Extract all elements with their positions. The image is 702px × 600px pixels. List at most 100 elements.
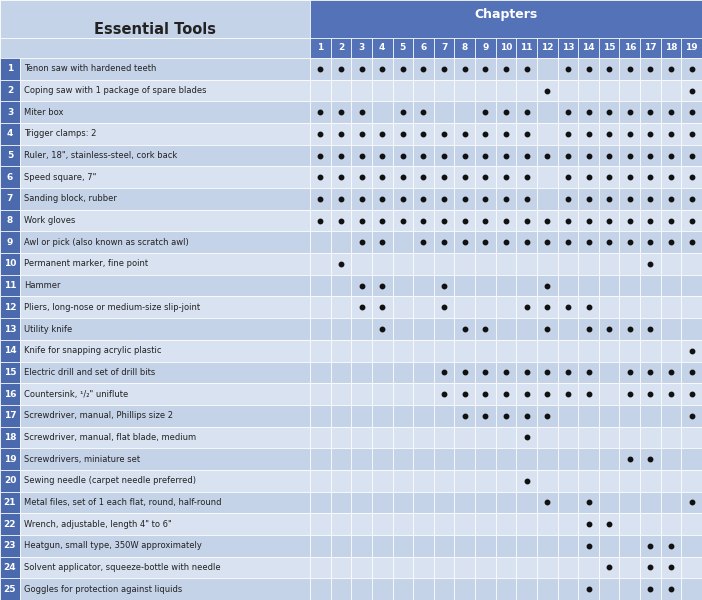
Bar	[537, 362, 557, 383]
Bar	[496, 578, 516, 600]
Text: Tenon saw with hardened teeth: Tenon saw with hardened teeth	[24, 64, 157, 73]
Bar	[413, 535, 434, 557]
Text: Screwdriver, manual, flat blade, medium: Screwdriver, manual, flat blade, medium	[24, 433, 196, 442]
Bar	[537, 535, 557, 557]
Bar	[0, 340, 20, 362]
Bar	[0, 513, 20, 535]
Bar	[392, 80, 413, 101]
Bar	[640, 275, 661, 296]
Text: 20: 20	[4, 476, 16, 485]
Bar	[578, 253, 599, 275]
Bar	[372, 427, 392, 448]
Bar	[682, 145, 702, 166]
Bar	[0, 80, 20, 101]
Text: Goggles for protection against liquids: Goggles for protection against liquids	[24, 584, 183, 593]
Bar	[640, 427, 661, 448]
Bar	[661, 38, 682, 58]
Bar	[475, 101, 496, 123]
Bar	[310, 491, 331, 513]
Bar	[661, 232, 682, 253]
Bar	[682, 535, 702, 557]
Bar	[578, 405, 599, 427]
Text: Knife for snapping acrylic plastic: Knife for snapping acrylic plastic	[24, 346, 161, 355]
Bar	[578, 318, 599, 340]
Bar	[351, 405, 372, 427]
Bar	[682, 166, 702, 188]
Bar	[20, 123, 310, 145]
Text: Wrench, adjustable, length 4" to 6": Wrench, adjustable, length 4" to 6"	[24, 520, 172, 529]
Text: 18: 18	[4, 433, 16, 442]
Bar	[682, 210, 702, 232]
Bar	[310, 80, 331, 101]
Bar	[392, 188, 413, 210]
Bar	[619, 145, 640, 166]
Bar	[392, 427, 413, 448]
Bar	[20, 275, 310, 296]
Bar	[413, 145, 434, 166]
Bar	[599, 80, 619, 101]
Bar	[516, 448, 537, 470]
Bar	[578, 470, 599, 491]
Bar	[557, 123, 578, 145]
Bar	[331, 58, 351, 80]
Bar	[619, 80, 640, 101]
Bar	[661, 210, 682, 232]
Bar	[20, 296, 310, 318]
Bar	[351, 80, 372, 101]
Bar	[475, 362, 496, 383]
Bar	[372, 296, 392, 318]
Text: 2: 2	[7, 86, 13, 95]
Bar	[0, 166, 20, 188]
Bar	[475, 145, 496, 166]
Bar	[372, 535, 392, 557]
Bar	[434, 513, 454, 535]
Bar	[413, 275, 434, 296]
Bar	[331, 296, 351, 318]
Bar	[434, 296, 454, 318]
Bar	[413, 210, 434, 232]
Bar	[599, 58, 619, 80]
Text: 13: 13	[562, 43, 574, 52]
Bar	[557, 80, 578, 101]
Bar	[640, 188, 661, 210]
Bar	[310, 362, 331, 383]
Bar	[599, 340, 619, 362]
Text: Solvent applicator, squeeze-bottle with needle: Solvent applicator, squeeze-bottle with …	[24, 563, 220, 572]
Bar	[392, 123, 413, 145]
Bar	[557, 578, 578, 600]
Bar	[640, 145, 661, 166]
Bar	[310, 101, 331, 123]
Bar	[392, 362, 413, 383]
Bar	[392, 405, 413, 427]
Bar	[392, 253, 413, 275]
Bar	[682, 253, 702, 275]
Bar	[331, 166, 351, 188]
Bar	[537, 253, 557, 275]
Bar	[516, 513, 537, 535]
Bar	[413, 58, 434, 80]
Bar	[661, 557, 682, 578]
Bar	[351, 210, 372, 232]
Bar	[619, 275, 640, 296]
Bar	[557, 448, 578, 470]
Bar	[516, 362, 537, 383]
Bar	[682, 58, 702, 80]
Bar	[434, 362, 454, 383]
Bar	[310, 0, 702, 38]
Bar	[454, 448, 475, 470]
Bar	[331, 253, 351, 275]
Bar	[20, 383, 310, 405]
Bar	[599, 166, 619, 188]
Bar	[351, 58, 372, 80]
Bar	[392, 296, 413, 318]
Bar	[516, 123, 537, 145]
Bar	[372, 405, 392, 427]
Bar	[310, 448, 331, 470]
Bar	[434, 427, 454, 448]
Bar	[619, 296, 640, 318]
Bar	[578, 210, 599, 232]
Bar	[475, 210, 496, 232]
Bar	[434, 58, 454, 80]
Text: Work gloves: Work gloves	[24, 216, 75, 225]
Bar	[516, 232, 537, 253]
